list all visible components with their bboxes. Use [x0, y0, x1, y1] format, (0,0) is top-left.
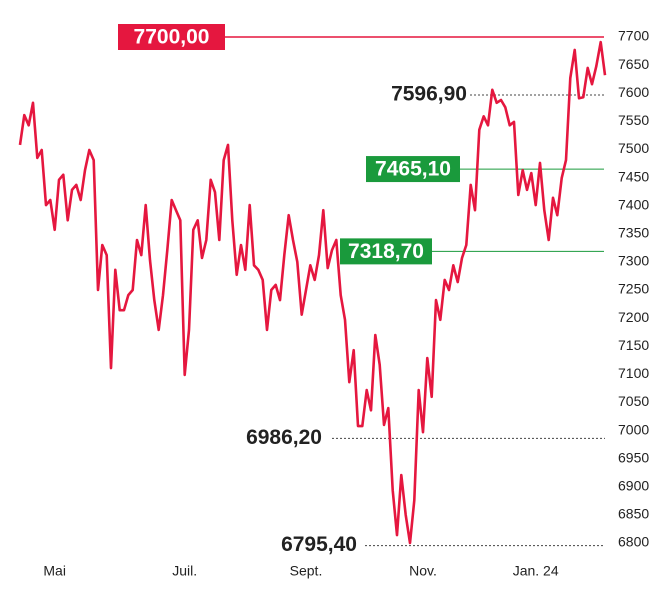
- y-tick-label: 7500: [618, 140, 649, 156]
- annotation-label: 7465,10: [375, 158, 451, 181]
- annotation-label: 7700,00: [134, 26, 210, 49]
- y-tick-label: 7050: [618, 393, 649, 409]
- x-tick-label: Sept.: [290, 563, 323, 579]
- annotation-label: 7596,90: [391, 83, 467, 106]
- y-tick-label: 7200: [618, 309, 649, 325]
- label-box: [366, 156, 460, 183]
- y-tick-label: 7300: [618, 253, 649, 269]
- y-tick-label: 7150: [618, 337, 649, 353]
- y-tick-label: 7000: [618, 421, 649, 437]
- x-tick-label: Juil.: [172, 563, 197, 579]
- y-tick-label: 7550: [618, 112, 649, 128]
- y-tick-label: 6850: [618, 506, 649, 522]
- x-tick-label: Nov.: [409, 563, 437, 579]
- y-tick-label: 7450: [618, 168, 649, 184]
- annotation-label: 7318,70: [348, 240, 424, 263]
- y-tick-label: 7650: [618, 56, 649, 72]
- annotation-label: 6986,20: [246, 426, 322, 449]
- y-tick-label: 7350: [618, 224, 649, 240]
- y-tick-label: 7600: [618, 84, 649, 100]
- label-box: [340, 238, 432, 265]
- x-tick-label: Mai: [43, 563, 66, 579]
- y-tick-label: 6800: [618, 534, 649, 550]
- label-box: [118, 24, 225, 50]
- x-tick-label: Jan. 24: [513, 563, 559, 579]
- y-tick-label: 6950: [618, 449, 649, 465]
- y-tick-label: 7250: [618, 281, 649, 297]
- price-line: [18, 40, 607, 545]
- y-tick-label: 7400: [618, 196, 649, 212]
- y-tick-label: 6900: [618, 477, 649, 493]
- annotation-label: 6795,40: [281, 533, 357, 556]
- y-tick-label: 7100: [618, 365, 649, 381]
- y-tick-label: 7700: [618, 28, 649, 44]
